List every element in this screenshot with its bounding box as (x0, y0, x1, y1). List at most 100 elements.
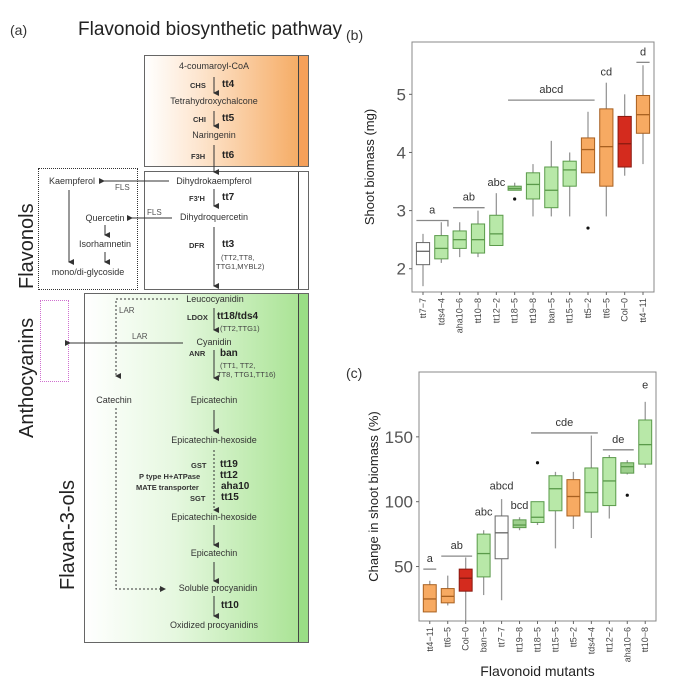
gene-tt6: tt6 (222, 150, 235, 161)
enzyme-fls-2: FLS (147, 208, 162, 217)
enzyme-mate-transporter: MATE transporter (136, 483, 199, 492)
gene-tt18-tds4: tt18/tds4 (217, 311, 259, 322)
gene-tt4: tt4 (222, 79, 235, 90)
significance-label: a (427, 553, 434, 565)
significance-label: cde (556, 417, 574, 429)
significance-label: abcd (490, 481, 514, 493)
box-tds4−4 (434, 235, 449, 260)
flavan3ol-pathway-box (84, 293, 309, 643)
enzyme-dfr: DFR (189, 241, 205, 250)
outlier-point (625, 493, 629, 497)
compound-soluble-procyanidin: Soluble procyanidin (178, 583, 258, 593)
panel-label: (c) (346, 365, 362, 381)
box-tt10−8 (638, 419, 653, 465)
compound-dihydrokaempferol: Dihydrokaempferol (176, 176, 252, 186)
compound-cyanidin: Cyanidin (196, 337, 232, 347)
significance-label: abc (487, 177, 505, 189)
x-tick-label: tt7−7 (497, 627, 507, 647)
y-tick-label: 3 (397, 202, 406, 221)
box-tt12−2 (489, 214, 504, 246)
x-tick-label: tt4−11 (638, 298, 648, 323)
enzyme-chi: CHI (193, 115, 206, 124)
box-Col−0 (458, 568, 473, 592)
y-tick-label: 4 (397, 143, 406, 162)
y-tick-label: 100 (385, 493, 413, 512)
y-tick-label: 50 (394, 558, 413, 577)
side-label-flavan-3-ols: Flavan-3-ols (57, 479, 79, 590)
compound-epicatechin-hexoside: Epicatechin-hexoside (171, 435, 257, 445)
enzyme-ldox: LDOX (187, 313, 208, 322)
x-tick-label: tt7−7 (418, 298, 428, 318)
x-tick-label: tt18−5 (533, 627, 543, 652)
x-tick-label: tt4−11 (425, 627, 435, 652)
outlier-point (535, 461, 540, 465)
regulators-tt18: (TT2,TTG1) (220, 324, 260, 333)
compound-naringenin: Naringenin (192, 130, 236, 140)
panel-label: (b) (346, 27, 363, 43)
compound-catechin: Catechin (96, 395, 132, 405)
compound-isorhamnetin: Isorhamnetin (78, 239, 132, 249)
significance-label: de (612, 434, 624, 446)
pathway-arrows (65, 77, 219, 619)
enzyme-fls-1: FLS (115, 183, 130, 192)
enzyme-chs: CHS (190, 81, 206, 90)
outlier-point (513, 197, 517, 201)
enzyme-p-type-atpase: P type H+ATPase (139, 472, 201, 481)
box-tt15−5 (548, 475, 563, 512)
gene-tt3: tt3 (222, 239, 235, 250)
significance-label: e (642, 379, 648, 391)
x-tick-label: aha10−6 (622, 627, 632, 662)
x-tick-label: Col−0 (620, 298, 630, 322)
box-tt7−7 (415, 242, 431, 266)
compound-coumaroyl-coa: 4-coumaroyl-CoA (178, 61, 250, 71)
plot-frame (418, 371, 657, 622)
enzyme-anr: ANR (189, 349, 206, 358)
y-tick-label: 150 (385, 428, 413, 447)
flavonol-pathway-box (144, 171, 309, 290)
box-Col−0 (617, 115, 632, 168)
enzyme-lar-2: LAR (132, 332, 148, 341)
box-ban−5 (544, 166, 559, 209)
enzyme-lar-1: LAR (119, 306, 135, 315)
x-tick-label: tt12−2 (604, 627, 614, 652)
regulators-ban-line2: TT8, TTG1,TT16) (217, 370, 276, 379)
significance-bracket (416, 219, 449, 227)
x-tick-label: tds4−4 (436, 298, 446, 325)
box-tds4−4 (584, 467, 599, 513)
gene-tt19: tt19 (220, 459, 238, 470)
box-tt5−2 (580, 137, 596, 174)
compound-epicatechin-2: Epicatechin (190, 548, 238, 558)
x-tick-label: ban−5 (479, 627, 489, 652)
pathway-title: Flavonoid biosynthetic pathway (78, 19, 343, 40)
regulators-ban-line1: (TT1, TT2, (220, 361, 256, 370)
x-tick-label: tt10−8 (640, 627, 650, 652)
gene-tt15: tt15 (221, 492, 239, 503)
early-pathway-box (144, 55, 309, 167)
compound-oxidized-procyanidins: Oxidized procyanidins (169, 620, 259, 630)
chart-c: (c) 50 100 150 Change in shoot biomass (%) tt… (346, 365, 657, 679)
box-aha10−6 (620, 462, 635, 474)
box-tt10−8 (470, 223, 486, 254)
gene-tt10: tt10 (221, 600, 239, 611)
gene-tt12: tt12 (220, 470, 238, 481)
flavonol-pathway-strip (298, 172, 308, 289)
side-label-flavonols: Flavonols (16, 203, 38, 289)
significance-label: d (640, 46, 646, 58)
compound-kaempferol: Kaempferol (48, 176, 96, 186)
x-tick-label: tt12−2 (491, 298, 501, 323)
gene-tt5: tt5 (222, 113, 235, 124)
enzyme-sgt: SGT (190, 494, 206, 503)
x-tick-label: tt6−5 (601, 298, 611, 318)
side-label-anthocyanins: Anthocyanins (16, 317, 38, 438)
compound-quercetin: Quercetin (85, 213, 125, 223)
x-tick-label: tt6−5 (443, 627, 453, 647)
box-tt19−8 (525, 172, 541, 200)
gene-ban: ban (220, 348, 238, 359)
significance-label: ab (451, 540, 463, 552)
x-axis-label: Flavonoid mutants (480, 663, 594, 679)
flavan3ol-pathway-strip (298, 294, 308, 642)
panel-a-label: (a) (10, 22, 28, 38)
x-tick-label: tt15−5 (550, 627, 560, 652)
x-tick-label: tds4−4 (586, 627, 596, 654)
enzyme-gst: GST (191, 461, 207, 470)
